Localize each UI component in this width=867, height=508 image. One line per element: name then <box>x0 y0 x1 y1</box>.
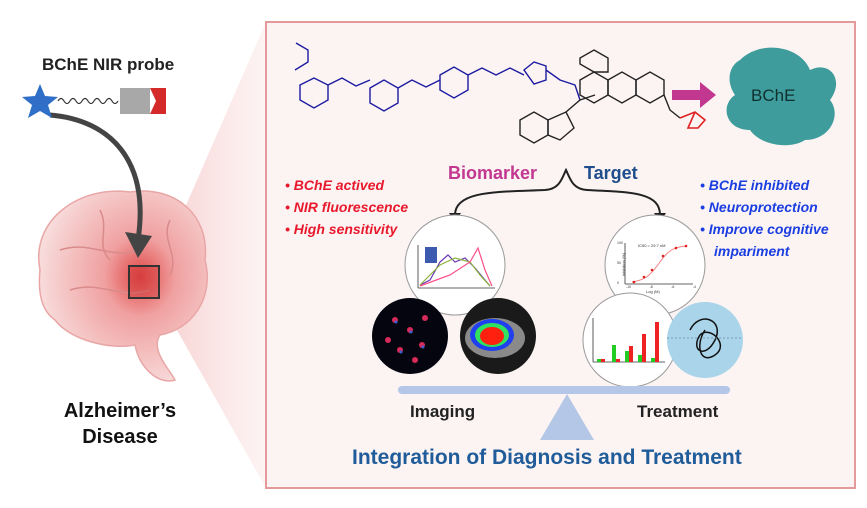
list-item: impariment <box>714 243 790 259</box>
list-item: • Improve cognitive <box>700 221 829 237</box>
reaction-arrow <box>672 82 716 108</box>
balance-fulcrum <box>540 394 594 440</box>
tick-label: -8 <box>649 285 653 289</box>
treatment-label: Treatment <box>637 402 719 421</box>
tick-label: -4 <box>692 285 696 289</box>
tick-label: -6 <box>671 285 675 289</box>
in-vivo-imaging-circle <box>460 298 536 374</box>
maze-path-circle <box>667 302 743 378</box>
cell-imaging-circle <box>372 298 448 374</box>
list-item: • Neuroprotection <box>700 199 818 215</box>
enzyme-label: BChE <box>751 86 796 105</box>
main-title: Integration of Diagnosis and Treatment <box>352 446 742 469</box>
balance-beam <box>398 386 730 394</box>
spectrum-plot <box>404 214 506 316</box>
disease-line-1: Alzheimer’s <box>63 400 177 422</box>
branch-brace <box>454 167 661 216</box>
tick-label: -10 <box>626 285 632 289</box>
tick-label: 50 <box>617 261 621 265</box>
list-item: • High sensitivity <box>285 221 398 237</box>
disease-label: Alzheimer’s Disease <box>50 398 190 450</box>
list-item: • NIR fluorescence <box>285 199 409 215</box>
zoom-wedge <box>160 22 266 488</box>
probe-body <box>120 88 150 114</box>
curved-arrow <box>49 112 143 241</box>
brain-region-box <box>128 265 160 299</box>
imaging-features-list: • BChE actived • NIR fluorescence • High… <box>285 174 408 240</box>
treatment-features-list: • BChE inhibited • Neuroprotection • Imp… <box>700 174 829 262</box>
biomarker-label: Biomarker <box>448 163 538 183</box>
cyclopropyl-ester <box>679 111 707 129</box>
inhibition-xlabel: Log (M) <box>646 289 660 294</box>
ic50-annotation: IC50 = 29.7 nM <box>638 243 666 248</box>
bche-enzyme-shape <box>726 47 837 146</box>
list-item: • BChE actived <box>285 177 385 193</box>
brain-illustration <box>37 190 208 382</box>
target-label: Target <box>584 163 638 183</box>
tick-label: 0 <box>617 281 619 285</box>
list-item: • BChE inhibited <box>700 177 810 193</box>
inhibition-xticks: -10 -8 -6 -4 <box>626 285 696 289</box>
linker-wave <box>57 97 119 105</box>
imaging-label: Imaging <box>410 402 476 421</box>
disease-line-2: Disease <box>82 426 158 448</box>
tick-label: 100 <box>617 241 623 245</box>
star-icon <box>22 84 58 118</box>
treatment-bar-chart-circle <box>582 292 678 388</box>
dye-core <box>519 49 681 144</box>
molecule-structure <box>294 42 581 112</box>
probe-label: BChE NIR probe <box>42 55 175 74</box>
inhibition-yticks: 0 50 100 <box>617 241 623 285</box>
